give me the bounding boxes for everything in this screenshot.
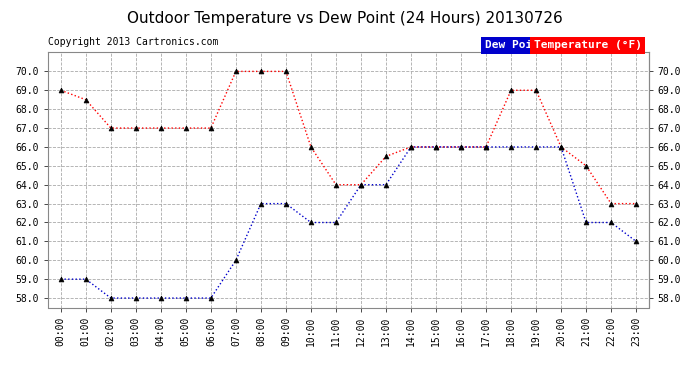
Text: Dew Point  (°F): Dew Point (°F) — [484, 40, 586, 50]
Text: Outdoor Temperature vs Dew Point (24 Hours) 20130726: Outdoor Temperature vs Dew Point (24 Hou… — [127, 11, 563, 26]
Text: Temperature (°F): Temperature (°F) — [533, 40, 642, 50]
Text: Copyright 2013 Cartronics.com: Copyright 2013 Cartronics.com — [48, 38, 219, 47]
